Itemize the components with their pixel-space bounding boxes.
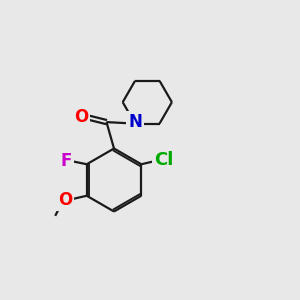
Text: F: F [61,152,72,170]
Text: O: O [58,191,72,209]
Text: O: O [74,108,88,126]
Text: Cl: Cl [154,151,173,169]
Text: N: N [128,113,142,131]
